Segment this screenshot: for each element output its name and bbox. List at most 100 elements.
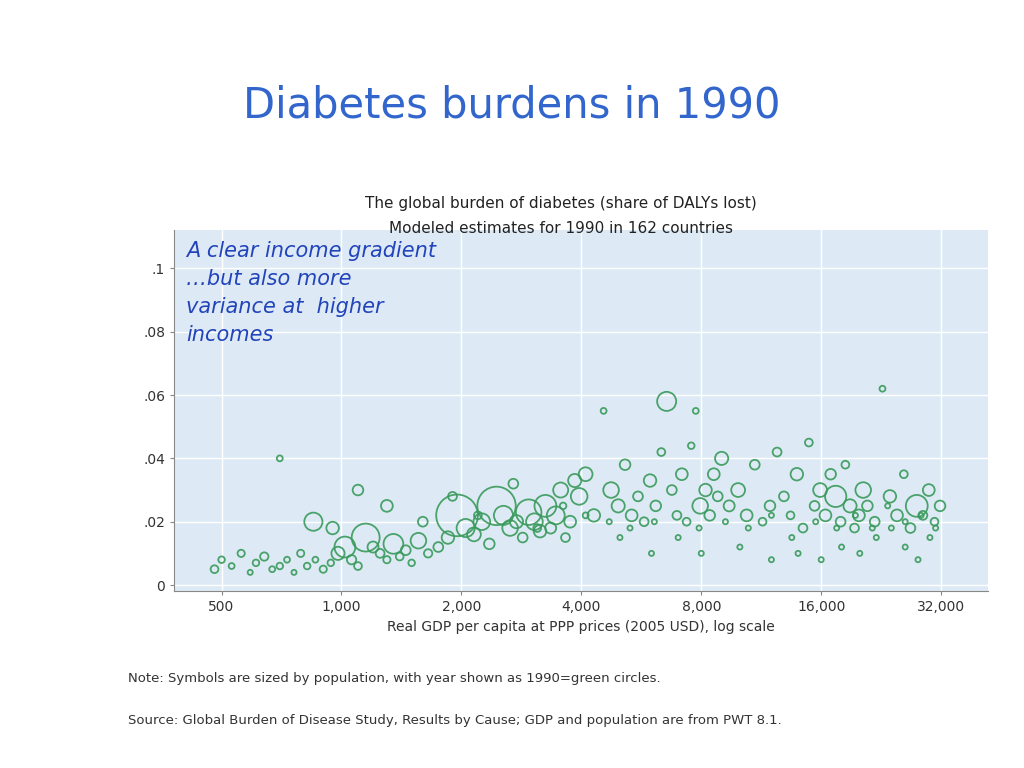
Point [795, 522, 811, 535]
X-axis label: Real GDP per capita at PPP prices (2005 USD), log scale: Real GDP per capita at PPP prices (2005 … [387, 620, 775, 634]
Point [921, 484, 937, 496]
Point [397, 544, 414, 556]
Text: Note: Symbols are sized by population, with year shown as 1990=green circles.: Note: Symbols are sized by population, w… [128, 672, 660, 685]
Point [909, 554, 926, 566]
Text: of Nutrition Science and Policy: of Nutrition Science and Policy [5, 42, 197, 55]
Point [385, 538, 401, 550]
Point [293, 548, 309, 560]
Point [922, 531, 938, 544]
Point [286, 566, 302, 578]
Point [776, 490, 793, 502]
Point [279, 554, 295, 566]
Point [242, 566, 258, 578]
Point [415, 515, 431, 528]
Point [365, 541, 381, 553]
Point [610, 500, 627, 512]
Point [223, 560, 240, 572]
Point [664, 484, 680, 496]
Text: health: health [415, 51, 465, 65]
Text: Modeled estimates for 1990 in 162 countries: Modeled estimates for 1990 in 162 countr… [389, 221, 732, 237]
Point [444, 490, 461, 502]
Point [603, 484, 620, 496]
Point [636, 515, 652, 528]
Point [555, 500, 571, 512]
Point [256, 551, 272, 563]
Point [616, 458, 633, 471]
Point [842, 500, 858, 512]
Point [307, 554, 324, 566]
Point [439, 531, 456, 544]
Point [788, 468, 805, 480]
Point [526, 515, 543, 528]
Point [783, 531, 800, 544]
Point [932, 500, 948, 512]
Point [520, 506, 537, 518]
Point [701, 509, 718, 521]
Point [896, 468, 912, 480]
Point [529, 522, 546, 535]
Point [496, 509, 512, 521]
Point [813, 554, 829, 566]
Point [578, 509, 594, 521]
Point [611, 531, 628, 544]
Point [763, 509, 779, 521]
Point [213, 554, 229, 566]
Point [846, 522, 862, 535]
Point [548, 509, 564, 521]
Point [710, 490, 726, 502]
Point [834, 541, 850, 553]
Point [769, 446, 785, 458]
Point [379, 554, 395, 566]
Point [562, 515, 579, 528]
Point [868, 531, 885, 544]
Point [847, 509, 863, 521]
Point [430, 541, 446, 553]
Text: A clear income gradient
…but also more
variance at  higher
incomes: A clear income gradient …but also more v… [186, 241, 436, 346]
Point [658, 396, 675, 408]
Point [643, 548, 659, 560]
Point [379, 500, 395, 512]
Point [337, 541, 353, 553]
Point [880, 500, 896, 512]
Point [822, 468, 839, 480]
Point [206, 563, 222, 575]
Point [538, 500, 554, 512]
Text: Source: Global Burden of Disease Study, Results by Cause; GDP and population are: Source: Global Burden of Disease Study, … [128, 714, 781, 727]
Point [902, 522, 919, 535]
Point [248, 557, 264, 569]
Point [912, 509, 929, 521]
Point [762, 500, 778, 512]
Point [908, 500, 925, 512]
Point [595, 405, 611, 417]
Point [763, 554, 779, 566]
Point [730, 484, 746, 496]
Point [692, 500, 709, 512]
Point [514, 531, 530, 544]
Point [233, 548, 250, 560]
Point [350, 484, 367, 496]
Point [859, 500, 876, 512]
Point [466, 528, 482, 541]
Point [883, 522, 899, 535]
Point [624, 509, 640, 521]
Point [866, 515, 883, 528]
Text: | body size | diet quality | agriculture | policy: | body size | diet quality | agriculture… [445, 51, 760, 65]
Point [790, 548, 806, 560]
Point [740, 522, 757, 535]
Point [315, 563, 332, 575]
Point [670, 531, 686, 544]
Point [357, 531, 374, 544]
Point [271, 560, 288, 572]
Point [553, 484, 569, 496]
Point [732, 541, 749, 553]
Point [812, 484, 828, 496]
Point [669, 509, 685, 521]
Point [325, 522, 341, 535]
Point [874, 382, 891, 395]
Point [411, 535, 427, 547]
Point [683, 439, 699, 452]
Point [642, 475, 658, 487]
Point [458, 522, 474, 535]
Point [330, 548, 346, 560]
Point [391, 551, 408, 563]
